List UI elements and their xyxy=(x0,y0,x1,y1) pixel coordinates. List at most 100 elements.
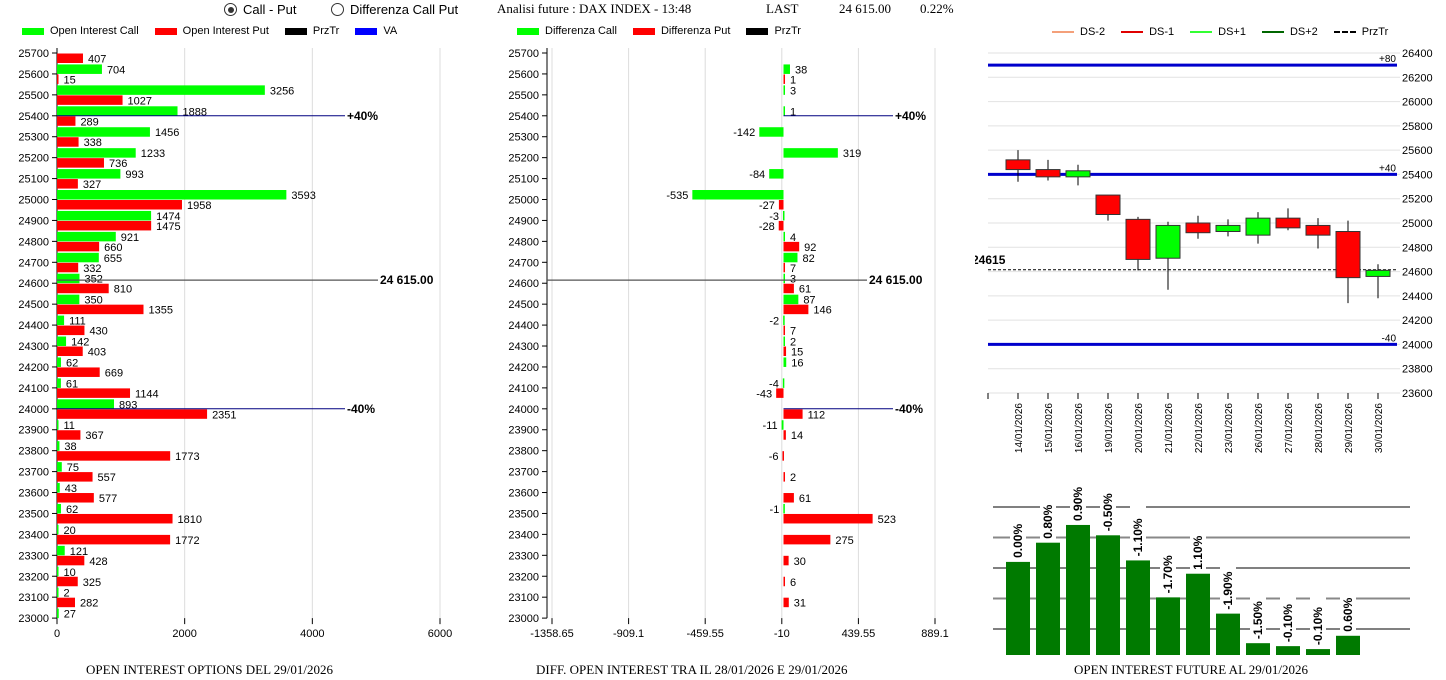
y-tick-label: 24000 xyxy=(1402,339,1433,351)
y-tick-label: 25000 xyxy=(508,195,539,207)
legend-item-ds-1: DS-1 xyxy=(1121,26,1174,38)
call-bar xyxy=(57,273,80,284)
y-tick-label: 24000 xyxy=(508,404,539,416)
legend-label: Open Interest Put xyxy=(182,25,269,37)
va-label: +40% xyxy=(895,109,926,123)
candle-down xyxy=(1275,217,1301,229)
y-tick-label: 23600 xyxy=(1402,388,1433,400)
y-tick-label: 25300 xyxy=(18,132,49,144)
legend-item-ds-2: DS-2 xyxy=(1052,26,1105,38)
radio-call-put[interactable]: Call - Put xyxy=(224,2,296,17)
put-bar xyxy=(57,262,79,273)
y-tick-label: 23500 xyxy=(18,508,49,520)
put-value-label: 6 xyxy=(790,577,796,589)
legend-label: PrzTr xyxy=(1361,26,1389,38)
put-value-label: 1027 xyxy=(128,95,152,107)
y-tick-label: 23500 xyxy=(508,508,539,520)
call-value-label: 350 xyxy=(84,295,102,307)
put-value-label: 15 xyxy=(791,347,803,359)
call-bar xyxy=(57,378,61,388)
y-tick-label: 25700 xyxy=(508,48,539,60)
call-bar xyxy=(57,503,61,514)
y-tick-label: 23900 xyxy=(508,425,539,437)
call-value-label: 61 xyxy=(66,378,78,390)
oi-future-bar xyxy=(1306,649,1330,655)
y-tick-label: 24000 xyxy=(18,404,49,416)
put-bar xyxy=(57,116,76,126)
y-tick-label: 23200 xyxy=(18,571,49,583)
put-value-label: 428 xyxy=(89,556,107,568)
put-bar xyxy=(57,430,81,440)
y-tick-label: 24100 xyxy=(508,383,539,395)
put-value-label: 338 xyxy=(84,137,102,149)
put-value-label: 557 xyxy=(98,472,116,484)
call-value-label: 142 xyxy=(71,337,89,349)
y-tick-label: 24200 xyxy=(508,362,539,374)
call-bar xyxy=(783,252,798,263)
x-tick-label: 6000 xyxy=(428,628,452,640)
y-tick-label: 24600 xyxy=(508,278,539,290)
call-value-label: 82 xyxy=(802,253,814,265)
put-bar xyxy=(57,472,93,482)
y-tick-label: 23100 xyxy=(508,592,539,604)
y-tick-label: 25200 xyxy=(18,153,49,165)
label-background xyxy=(1070,470,1086,521)
put-value-label: -27 xyxy=(759,200,775,212)
y-tick-label: 24300 xyxy=(508,341,539,353)
put-value-label: 7 xyxy=(790,263,796,275)
va-label: -40% xyxy=(895,402,923,416)
put-value-label: 523 xyxy=(878,514,896,526)
put-value-label: -6 xyxy=(769,451,779,463)
put-bar xyxy=(783,597,789,608)
call-value-label: 75 xyxy=(67,462,79,474)
legend-item-oi-call: Open Interest Call xyxy=(22,25,139,37)
put-value-label: 1144 xyxy=(135,388,159,400)
put-bar xyxy=(57,346,83,357)
put-bar xyxy=(783,325,786,336)
call-value-label: 704 xyxy=(107,64,125,76)
y-tick-label: 24500 xyxy=(18,299,49,311)
call-value-label: 20 xyxy=(64,525,76,537)
y-tick-label: 26400 xyxy=(1402,48,1433,60)
legend-item-ds+1: DS+1 xyxy=(1190,26,1246,38)
y-tick-label: 25600 xyxy=(1402,145,1433,157)
call-bar xyxy=(783,231,786,242)
call-bar xyxy=(692,190,784,200)
put-value-label: 367 xyxy=(85,430,103,442)
candle-down xyxy=(1305,224,1331,236)
radio-differenza-call-put[interactable]: Differenza Call Put xyxy=(331,2,458,17)
x-tick-label: 29/01/2026 xyxy=(1344,403,1355,453)
put-bar xyxy=(57,179,78,189)
y-tick-label: 24400 xyxy=(1402,291,1433,303)
legend-item-diff-put: Differenza Put xyxy=(632,25,730,37)
y-tick-label: 23600 xyxy=(18,488,49,500)
legend-oi-options: Open Interest Call Open Interest Put Prz… xyxy=(22,25,413,37)
oi-future-value-label: 0.90% xyxy=(1071,487,1085,521)
y-tick-label: 23600 xyxy=(508,488,539,500)
oi-future-bar xyxy=(1156,597,1180,655)
call-value-label: 4 xyxy=(790,232,796,244)
legend-line-ds+2 xyxy=(1261,31,1284,33)
y-tick-label: 25300 xyxy=(508,132,539,144)
legend-label: PrzTr xyxy=(312,25,340,37)
legend-label: Differenza Call xyxy=(545,25,617,37)
call-bar xyxy=(57,127,150,137)
put-bar xyxy=(778,200,784,210)
put-bar xyxy=(57,137,79,147)
put-bar xyxy=(57,534,171,545)
call-bar xyxy=(57,190,287,200)
y-tick-label: 23400 xyxy=(508,529,539,541)
x-tick-label: 23/01/2026 xyxy=(1224,403,1235,453)
call-value-label: 1233 xyxy=(141,148,165,160)
y-tick-label: 25600 xyxy=(18,69,49,81)
oi-future-value-label: 0.60% xyxy=(1341,597,1355,631)
last-price-label: 24615 xyxy=(975,253,1006,267)
y-tick-label: 23000 xyxy=(18,613,49,625)
y-tick-label: 25200 xyxy=(508,153,539,165)
call-value-label: 1456 xyxy=(155,127,179,139)
y-tick-label: 24600 xyxy=(1402,267,1433,279)
call-bar xyxy=(57,608,59,619)
put-value-label: 61 xyxy=(799,284,811,296)
put-bar xyxy=(57,576,78,587)
y-tick-label: 23700 xyxy=(18,467,49,479)
